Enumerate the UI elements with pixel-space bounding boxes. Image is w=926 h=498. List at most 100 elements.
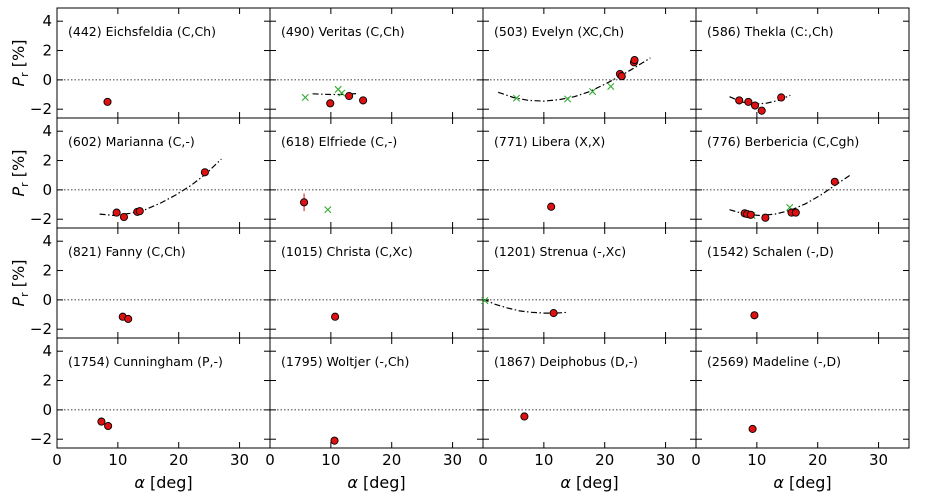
panel-4-red-point bbox=[750, 101, 760, 110]
panel-4-red-point bbox=[744, 97, 753, 106]
panel-3-red-point bbox=[617, 72, 626, 81]
panel-2-green-cross-stroke-b bbox=[301, 93, 309, 102]
x-axis-label-unit: [deg] bbox=[571, 473, 619, 492]
panel-3-green-cross bbox=[564, 95, 572, 103]
panel-16-xtick-label: 30 bbox=[869, 451, 888, 469]
panel-16: (2569) Madeline (-,D) 0 10 20 30 bbox=[691, 337, 910, 469]
panel-5-red-point bbox=[112, 208, 121, 217]
panel-14-xtick-label: 20 bbox=[382, 451, 401, 469]
panel-4-red-point bbox=[777, 93, 786, 102]
panel-6-green-cross bbox=[324, 206, 332, 214]
panel-13-title: (1754) Cunningham (P,-) bbox=[68, 354, 223, 369]
panel-12: (1542) Schalen (-,D) bbox=[695, 227, 910, 339]
panel-6-green-cross-stroke-b bbox=[324, 206, 332, 214]
panel-9-ytick-label: 4 bbox=[42, 232, 52, 250]
panel-8: (776) Berbericia (C,Cgh) bbox=[695, 117, 910, 229]
x-axis-label-symbol: α bbox=[773, 473, 784, 492]
panel-4-red-point bbox=[757, 106, 766, 115]
panel-5-red-point bbox=[200, 168, 209, 177]
x-axis-label: α [deg] bbox=[134, 473, 192, 492]
panel-13-red-point bbox=[104, 421, 113, 431]
x-axis-label-symbol: α bbox=[134, 473, 145, 492]
panel-8-red-point bbox=[791, 208, 800, 217]
panel-1-title: (442) Eichsfeldia (C,Ch) bbox=[68, 24, 216, 39]
y-axis-label-subscript: r bbox=[18, 182, 31, 187]
panel-13-xtick-label: 10 bbox=[108, 451, 127, 469]
panel-2-title: (490) Veritas (C,Ch) bbox=[281, 24, 405, 39]
panel-3-green-cross-stroke-b bbox=[607, 82, 615, 91]
panel-16-title: (2569) Madeline (-,D) bbox=[707, 354, 841, 369]
panel-5: (602) Marianna (C,-) −2 0 2 4 bbox=[30, 117, 271, 229]
panel-15-xtick-label: 10 bbox=[534, 451, 553, 469]
y-axis-label-subscript: r bbox=[18, 292, 31, 297]
panel-7: (771) Libera (X,X) bbox=[482, 117, 697, 229]
panel-15: (1867) Deiphobus (D,-) 0 10 20 30 bbox=[478, 337, 697, 469]
panel-2-green-cross bbox=[301, 93, 309, 102]
panel-10: (1015) Christa (C,Xc) bbox=[269, 227, 484, 339]
panel-9-title: (821) Fanny (C,Ch) bbox=[68, 244, 186, 259]
panel-13-red-point bbox=[97, 417, 106, 426]
panel-3-green-cross-stroke-b bbox=[588, 88, 597, 96]
panel-13-xtick-label: 0 bbox=[52, 451, 62, 469]
y-axis-label: Pr [%] bbox=[9, 150, 31, 197]
panel-5-title: (602) Marianna (C,-) bbox=[68, 134, 195, 149]
panel-3-green-cross bbox=[588, 88, 597, 96]
panel-3-fit-curve bbox=[498, 57, 651, 102]
panel-3: (503) Evelyn (XC,Ch) bbox=[482, 7, 697, 119]
panel-2: (490) Veritas (C,Ch) bbox=[269, 7, 484, 119]
y-axis-label-subscript: r bbox=[18, 72, 31, 77]
panel-13-ytick-label: 2 bbox=[42, 372, 52, 390]
panel-8-red-point bbox=[830, 177, 839, 186]
panel-3-green-cross-stroke-b bbox=[564, 95, 572, 103]
panel-2-red-point bbox=[345, 91, 354, 101]
panel-2-red-point bbox=[359, 96, 368, 105]
panel-14: (1795) Woltjer (-,Ch) 0 10 20 30 bbox=[265, 337, 484, 469]
y-axis-label-symbol: P bbox=[9, 296, 28, 306]
panel-8-green-cross-stroke-b bbox=[786, 203, 794, 212]
panel-1-ytick-label: −2 bbox=[30, 100, 52, 118]
panel-1-ytick-label: 4 bbox=[42, 12, 52, 30]
panel-15-xtick-label: 30 bbox=[656, 451, 675, 469]
panel-8-title: (776) Berbericia (C,Cgh) bbox=[707, 134, 859, 149]
panel-13-xtick-label: 20 bbox=[169, 451, 188, 469]
panel-5-fit-curve bbox=[99, 158, 222, 217]
y-axis-label: Pr [%] bbox=[9, 40, 31, 87]
panel-1-ytick-label: 0 bbox=[42, 71, 52, 89]
panel-4-title: (586) Thekla (C:,Ch) bbox=[707, 24, 834, 39]
panel-3-title: (503) Evelyn (XC,Ch) bbox=[494, 24, 624, 39]
panel-11-red-point bbox=[549, 309, 558, 318]
x-axis-label-unit: [deg] bbox=[145, 473, 193, 492]
panel-11-green-cross-stroke-b bbox=[481, 297, 489, 305]
panel-16-xtick-label: 20 bbox=[808, 451, 827, 469]
x-axis-label-unit: [deg] bbox=[358, 473, 406, 492]
y-axis-label-unit: [%] bbox=[9, 260, 28, 293]
panel-14-red-point bbox=[330, 436, 339, 445]
panel-5-ytick-label: 2 bbox=[42, 152, 52, 170]
x-axis-label: α [deg] bbox=[347, 473, 405, 492]
panel-6-title: (618) Elfriede (C,-) bbox=[281, 134, 397, 149]
panel-13-ytick-label: −2 bbox=[30, 430, 52, 448]
panel-6-red-point bbox=[300, 198, 309, 207]
panel-16-red-point bbox=[748, 424, 757, 433]
panel-12-title: (1542) Schalen (-,D) bbox=[707, 244, 834, 259]
y-axis-label-unit: [%] bbox=[9, 40, 28, 73]
panel-1: (442) Eichsfeldia (C,Ch) −2 0 2 4 bbox=[30, 7, 271, 119]
panel-8-red-point bbox=[746, 210, 755, 219]
panel-9-red-point bbox=[124, 314, 133, 323]
panel-8-red-point bbox=[761, 213, 770, 222]
panel-6: (618) Elfriede (C,-) bbox=[269, 117, 484, 229]
panel-5-red-point bbox=[135, 207, 144, 216]
x-axis-label-symbol: α bbox=[347, 473, 358, 492]
panel-13-ytick-label: 0 bbox=[42, 401, 52, 419]
panel-7-title: (771) Libera (X,X) bbox=[494, 134, 605, 149]
panel-9-ytick-label: 0 bbox=[42, 291, 52, 309]
panel-11-title: (1201) Strenua (-,Xc) bbox=[494, 244, 626, 259]
panel-14-xtick-label: 30 bbox=[443, 451, 462, 469]
panel-2-green-cross-stroke-b bbox=[334, 85, 342, 93]
panel-5-ytick-label: 4 bbox=[42, 122, 52, 140]
panel-16-frame bbox=[695, 337, 910, 449]
y-axis-label-symbol: P bbox=[9, 76, 28, 86]
panel-14-title: (1795) Woltjer (-,Ch) bbox=[281, 354, 409, 369]
